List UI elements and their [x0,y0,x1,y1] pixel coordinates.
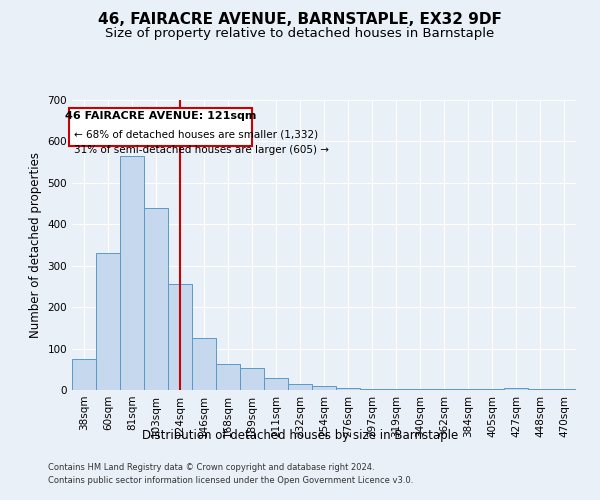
Bar [384,389,408,390]
Bar [504,388,528,390]
Text: Contains public sector information licensed under the Open Government Licence v3: Contains public sector information licen… [48,476,413,485]
Bar [168,284,192,390]
Bar [240,368,264,390]
Bar [408,389,432,390]
Bar [264,378,288,390]
Bar [480,389,504,390]
Y-axis label: Number of detached properties: Number of detached properties [29,152,42,338]
Bar [96,254,120,390]
Bar [288,384,312,390]
Bar [72,359,96,390]
Text: Size of property relative to detached houses in Barnstaple: Size of property relative to detached ho… [106,28,494,40]
Bar [552,389,576,390]
Bar [456,389,480,390]
Bar [192,338,216,390]
Bar [360,389,384,390]
Bar [336,388,360,390]
Text: Contains HM Land Registry data © Crown copyright and database right 2024.: Contains HM Land Registry data © Crown c… [48,464,374,472]
Bar [216,364,240,390]
Bar [432,389,456,390]
Text: 46 FAIRACRE AVENUE: 121sqm: 46 FAIRACRE AVENUE: 121sqm [65,111,256,121]
Bar [144,208,168,390]
Text: Distribution of detached houses by size in Barnstaple: Distribution of detached houses by size … [142,428,458,442]
Bar [120,156,144,390]
Text: 46, FAIRACRE AVENUE, BARNSTAPLE, EX32 9DF: 46, FAIRACRE AVENUE, BARNSTAPLE, EX32 9D… [98,12,502,28]
Text: ← 68% of detached houses are smaller (1,332): ← 68% of detached houses are smaller (1,… [74,130,318,140]
Bar [312,386,336,390]
Text: 31% of semi-detached houses are larger (605) →: 31% of semi-detached houses are larger (… [74,145,329,155]
Bar [528,389,552,390]
